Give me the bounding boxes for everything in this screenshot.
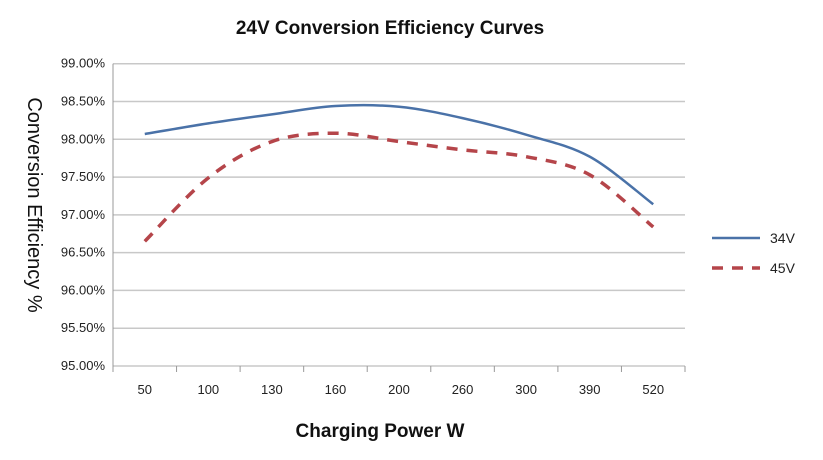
series-line-34V bbox=[144, 103, 654, 206]
x-tick-label: 50 bbox=[138, 382, 152, 397]
series-line-45V bbox=[143, 131, 655, 243]
x-tick-label: 130 bbox=[261, 382, 283, 397]
x-axis-label: Charging Power W bbox=[296, 421, 465, 442]
legend-label: 45V bbox=[770, 260, 796, 276]
x-tick-label: 520 bbox=[642, 382, 664, 397]
x-tick-label: 160 bbox=[325, 382, 347, 397]
y-tick-label: 96.50% bbox=[61, 245, 106, 260]
y-tick-label: 95.00% bbox=[61, 358, 106, 373]
x-tick-label: 200 bbox=[388, 382, 410, 397]
y-axis-label: Conversion Efficiency % bbox=[23, 97, 45, 313]
y-tick-label: 98.00% bbox=[61, 131, 106, 146]
y-tick-label: 97.00% bbox=[61, 207, 106, 222]
y-tick-label: 96.00% bbox=[61, 282, 106, 297]
y-tick-label: 95.50% bbox=[61, 320, 106, 335]
y-tick-label: 97.50% bbox=[61, 169, 106, 184]
x-tick-label: 300 bbox=[515, 382, 537, 397]
y-tick-label: 98.50% bbox=[61, 93, 106, 108]
chart-title: 24V Conversion Efficiency Curves bbox=[236, 18, 544, 39]
legend-label: 34V bbox=[770, 230, 796, 246]
x-tick-label: 260 bbox=[452, 382, 474, 397]
x-tick-label: 100 bbox=[197, 382, 219, 397]
y-tick-label: 99.00% bbox=[61, 56, 106, 71]
x-tick-label: 390 bbox=[579, 382, 601, 397]
